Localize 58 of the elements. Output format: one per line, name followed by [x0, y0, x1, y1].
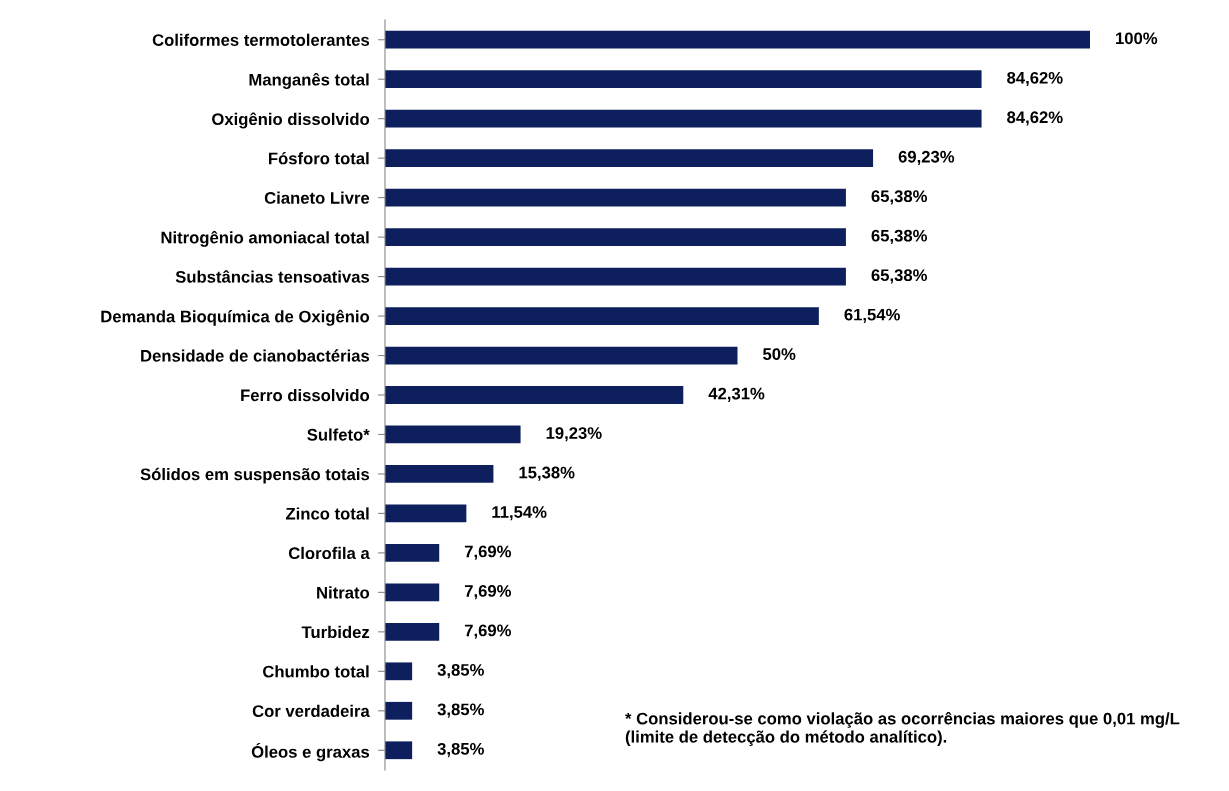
- bar: [385, 386, 684, 404]
- bar: [385, 425, 521, 444]
- bar: [385, 741, 413, 760]
- y-tick-label: Demanda Bioquímica de Oxigênio: [101, 309, 370, 326]
- bar: [385, 701, 413, 720]
- bar: [385, 583, 440, 602]
- bar: [385, 504, 467, 523]
- data-label: 65,38%: [871, 229, 928, 244]
- y-tick-label: Oxigênio dissolvido: [212, 112, 370, 129]
- data-label: 69,23%: [898, 150, 955, 166]
- y-tick-label: Cor verdadeira: [252, 704, 370, 717]
- bar: [385, 70, 982, 89]
- data-label: 7,69%: [464, 624, 512, 639]
- data-label: 19,23%: [546, 427, 602, 442]
- data-label: 50%: [763, 348, 796, 360]
- bar: [385, 228, 846, 246]
- y-tick-label: Coliformes termotolerantes: [152, 33, 370, 46]
- data-label: 100%: [1116, 32, 1158, 45]
- bar: [385, 30, 1090, 49]
- y-tick-label: Nitrogênio amoniacal total: [161, 230, 369, 247]
- bar: [385, 267, 846, 286]
- y-tick-label: Sólidos em suspensão totais: [140, 467, 370, 484]
- y-tick-label: Manganês total: [249, 72, 369, 89]
- y-tick-label: Substâncias tensoativas: [175, 270, 370, 283]
- data-label: 3,85%: [437, 703, 484, 718]
- bar: [385, 149, 874, 168]
- data-label: 61,54%: [844, 308, 900, 323]
- y-tick-label: Chumbo total: [263, 665, 369, 678]
- data-label: 84,62%: [1007, 71, 1063, 87]
- data-label: 3,85%: [437, 663, 484, 679]
- y-tick-label: Cianeto Livre: [264, 191, 370, 204]
- y-tick-label: Ferro dissolvido: [241, 388, 370, 402]
- data-label: 7,69%: [464, 585, 512, 600]
- data-label: 42,31%: [708, 387, 765, 402]
- data-label: 65,38%: [871, 269, 928, 284]
- data-label: 7,69%: [464, 545, 512, 560]
- bar: [385, 622, 440, 641]
- bar: [385, 307, 819, 325]
- y-tick-label: Clorofila a: [288, 546, 370, 560]
- bar: [385, 662, 413, 681]
- data-label: 11,54%: [492, 506, 547, 521]
- data-label: 65,38%: [871, 190, 928, 205]
- bar: [385, 188, 846, 207]
- y-tick-label: Densidade de cianobactérias: [141, 349, 370, 362]
- bar: [385, 544, 440, 562]
- y-tick-label: Nitrato: [317, 586, 370, 599]
- bar: [385, 465, 494, 483]
- y-tick-label: Sulfeto*: [307, 428, 370, 441]
- y-tick-label: Zinco total: [285, 507, 369, 520]
- bar: [385, 109, 982, 128]
- data-label: 3,85%: [437, 742, 484, 758]
- bar: [385, 346, 738, 365]
- y-tick-label: Turbidez: [301, 625, 370, 639]
- annotation: * Considerou-se como violação as ocorrências maiores que 0,01 mg/L (limite de detecção do método analítico).: [625, 711, 1180, 746]
- y-tick-label: Óleos e graxas: [251, 742, 370, 762]
- data-label: 84,62%: [1007, 111, 1063, 126]
- y-tick-label: Fósforo total: [269, 151, 369, 165]
- data-label: 15,38%: [519, 466, 575, 481]
